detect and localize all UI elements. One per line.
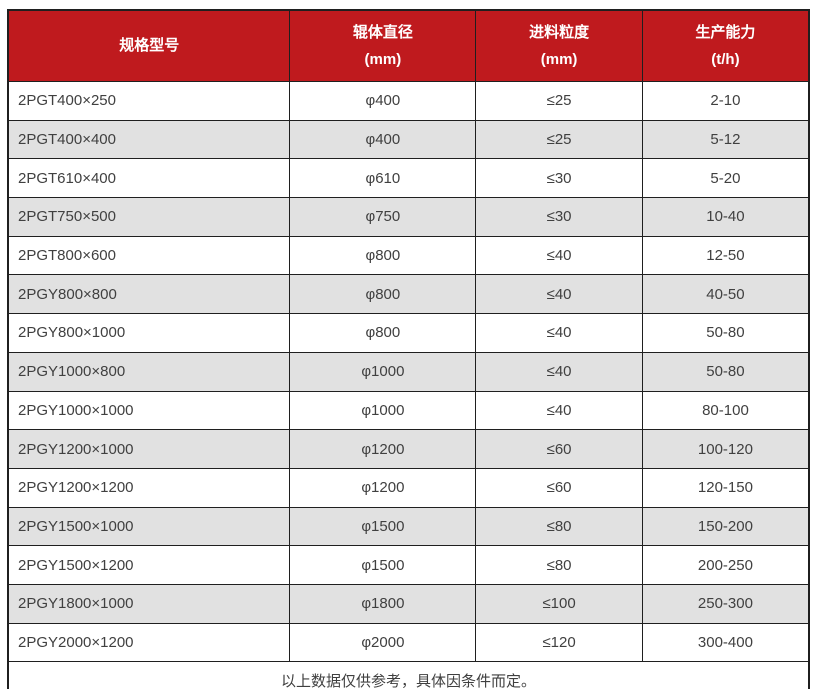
feed-size-cell: ≤30 (475, 158, 643, 199)
capacity-cell: 12-50 (641, 235, 810, 276)
capacity-cell: 40-50 (641, 274, 810, 315)
capacity-cell: 150-200 (641, 506, 810, 547)
header-feed-size-label: 进料粒度 (529, 23, 590, 41)
capacity-cell: 80-100 (641, 390, 810, 431)
diameter-cell: φ1500 (289, 506, 477, 547)
spec-table-body: 2PGT400×250 φ400 ≤25 2-10 2PGT400×400 φ400 ≤25… (7, 81, 810, 663)
header-row: 规格型号 辊体直径 (mm) 进料粒度 (mm) 生产能力 (t/h) (7, 9, 810, 82)
diameter-cell: φ610 (289, 158, 477, 199)
header-model-label: 规格型号 (119, 37, 180, 54)
capacity-cell: 50-80 (641, 313, 810, 353)
model-cell: 2PGY1500×1000 (7, 506, 291, 547)
capacity-cell: 100-120 (641, 429, 810, 469)
feed-size-cell: ≤120 (475, 622, 643, 663)
feed-size-cell: ≤25 (475, 81, 643, 121)
diameter-cell: φ800 (289, 235, 477, 276)
capacity-cell: 300-400 (641, 622, 810, 663)
model-cell: 2PGT800×600 (7, 235, 291, 276)
model-cell: 2PGY1800×1000 (7, 583, 291, 624)
feed-size-cell: ≤25 (475, 119, 643, 160)
diameter-cell: φ1200 (289, 429, 477, 469)
capacity-cell: 5-20 (641, 158, 810, 199)
header-capacity-label: 生产能力 (695, 23, 756, 41)
header-capacity-unit: (t/h) (711, 50, 740, 68)
table-row: 2PGY1200×1200 φ1200 ≤60 120-150 (7, 467, 810, 508)
model-cell: 2PGY1000×1000 (7, 390, 291, 431)
table-row: 2PGY1500×1000 φ1500 ≤80 150-200 (7, 506, 810, 547)
table-row: 2PGT800×600 φ800 ≤40 12-50 (7, 235, 810, 276)
capacity-cell: 5-12 (641, 119, 810, 160)
table-row: 2PGT400×250 φ400 ≤25 2-10 (7, 81, 810, 121)
model-cell: 2PGY1500×1200 (7, 545, 291, 585)
diameter-cell: φ1000 (289, 351, 477, 392)
diameter-cell: φ400 (289, 81, 477, 121)
spec-table: 规格型号 辊体直径 (mm) 进料粒度 (mm) 生产能力 (t/h) 2PGT… (7, 9, 810, 689)
diameter-cell: φ1800 (289, 583, 477, 624)
model-cell: 2PGY2000×1200 (7, 622, 291, 663)
table-row: 2PGT400×400 φ400 ≤25 5-12 (7, 119, 810, 160)
table-row: 2PGY800×1000 φ800 ≤40 50-80 (7, 313, 810, 353)
table-row: 2PGT750×500 φ750 ≤30 10-40 (7, 197, 810, 237)
table-row: 2PGY800×800 φ800 ≤40 40-50 (7, 274, 810, 315)
header-capacity: 生产能力 (t/h) (641, 9, 810, 82)
feed-size-cell: ≤80 (475, 545, 643, 585)
capacity-cell: 200-250 (641, 545, 810, 585)
model-cell: 2PGY1000×800 (7, 351, 291, 392)
footnote-row: 以上数据仅供参考，具体因条件而定。 (7, 661, 810, 689)
diameter-cell: φ1000 (289, 390, 477, 431)
capacity-cell: 50-80 (641, 351, 810, 392)
diameter-cell: φ400 (289, 119, 477, 160)
diameter-cell: φ1200 (289, 467, 477, 508)
model-cell: 2PGY800×800 (7, 274, 291, 315)
footnote: 以上数据仅供参考，具体因条件而定。 (7, 661, 810, 689)
diameter-cell: φ800 (289, 313, 477, 353)
feed-size-cell: ≤30 (475, 197, 643, 237)
model-cell: 2PGT610×400 (7, 158, 291, 199)
table-row: 2PGY1800×1000 φ1800 ≤100 250-300 (7, 583, 810, 624)
capacity-cell: 120-150 (641, 467, 810, 508)
feed-size-cell: ≤60 (475, 429, 643, 469)
header-roller-diameter: 辊体直径 (mm) (289, 9, 477, 82)
spec-table-footer: 以上数据仅供参考，具体因条件而定。 (7, 661, 810, 689)
header-feed-size: 进料粒度 (mm) (475, 9, 643, 82)
model-cell: 2PGT400×250 (7, 81, 291, 121)
model-cell: 2PGY1200×1200 (7, 467, 291, 508)
table-row: 2PGY1500×1200 φ1500 ≤80 200-250 (7, 545, 810, 585)
model-cell: 2PGT400×400 (7, 119, 291, 160)
diameter-cell: φ1500 (289, 545, 477, 585)
header-roller-diameter-label: 辊体直径 (352, 23, 413, 41)
header-roller-diameter-unit: (mm) (364, 50, 402, 68)
feed-size-cell: ≤40 (475, 235, 643, 276)
header-model: 规格型号 (7, 9, 291, 82)
model-cell: 2PGY800×1000 (7, 313, 291, 353)
feed-size-cell: ≤40 (475, 351, 643, 392)
table-row: 2PGT610×400 φ610 ≤30 5-20 (7, 158, 810, 199)
capacity-cell: 2-10 (641, 81, 810, 121)
table-row: 2PGY2000×1200 φ2000 ≤120 300-400 (7, 622, 810, 663)
feed-size-cell: ≤40 (475, 313, 643, 353)
diameter-cell: φ750 (289, 197, 477, 237)
spec-table-header: 规格型号 辊体直径 (mm) 进料粒度 (mm) 生产能力 (t/h) (7, 9, 810, 82)
model-cell: 2PGY1200×1000 (7, 429, 291, 469)
model-cell: 2PGT750×500 (7, 197, 291, 237)
feed-size-cell: ≤40 (475, 274, 643, 315)
feed-size-cell: ≤80 (475, 506, 643, 547)
capacity-cell: 10-40 (641, 197, 810, 237)
header-feed-size-unit: (mm) (540, 50, 578, 68)
table-row: 2PGY1200×1000 φ1200 ≤60 100-120 (7, 429, 810, 469)
feed-size-cell: ≤60 (475, 467, 643, 508)
feed-size-cell: ≤40 (475, 390, 643, 431)
capacity-cell: 250-300 (641, 583, 810, 624)
diameter-cell: φ2000 (289, 622, 477, 663)
table-row: 2PGY1000×1000 φ1000 ≤40 80-100 (7, 390, 810, 431)
feed-size-cell: ≤100 (475, 583, 643, 624)
table-row: 2PGY1000×800 φ1000 ≤40 50-80 (7, 351, 810, 392)
diameter-cell: φ800 (289, 274, 477, 315)
